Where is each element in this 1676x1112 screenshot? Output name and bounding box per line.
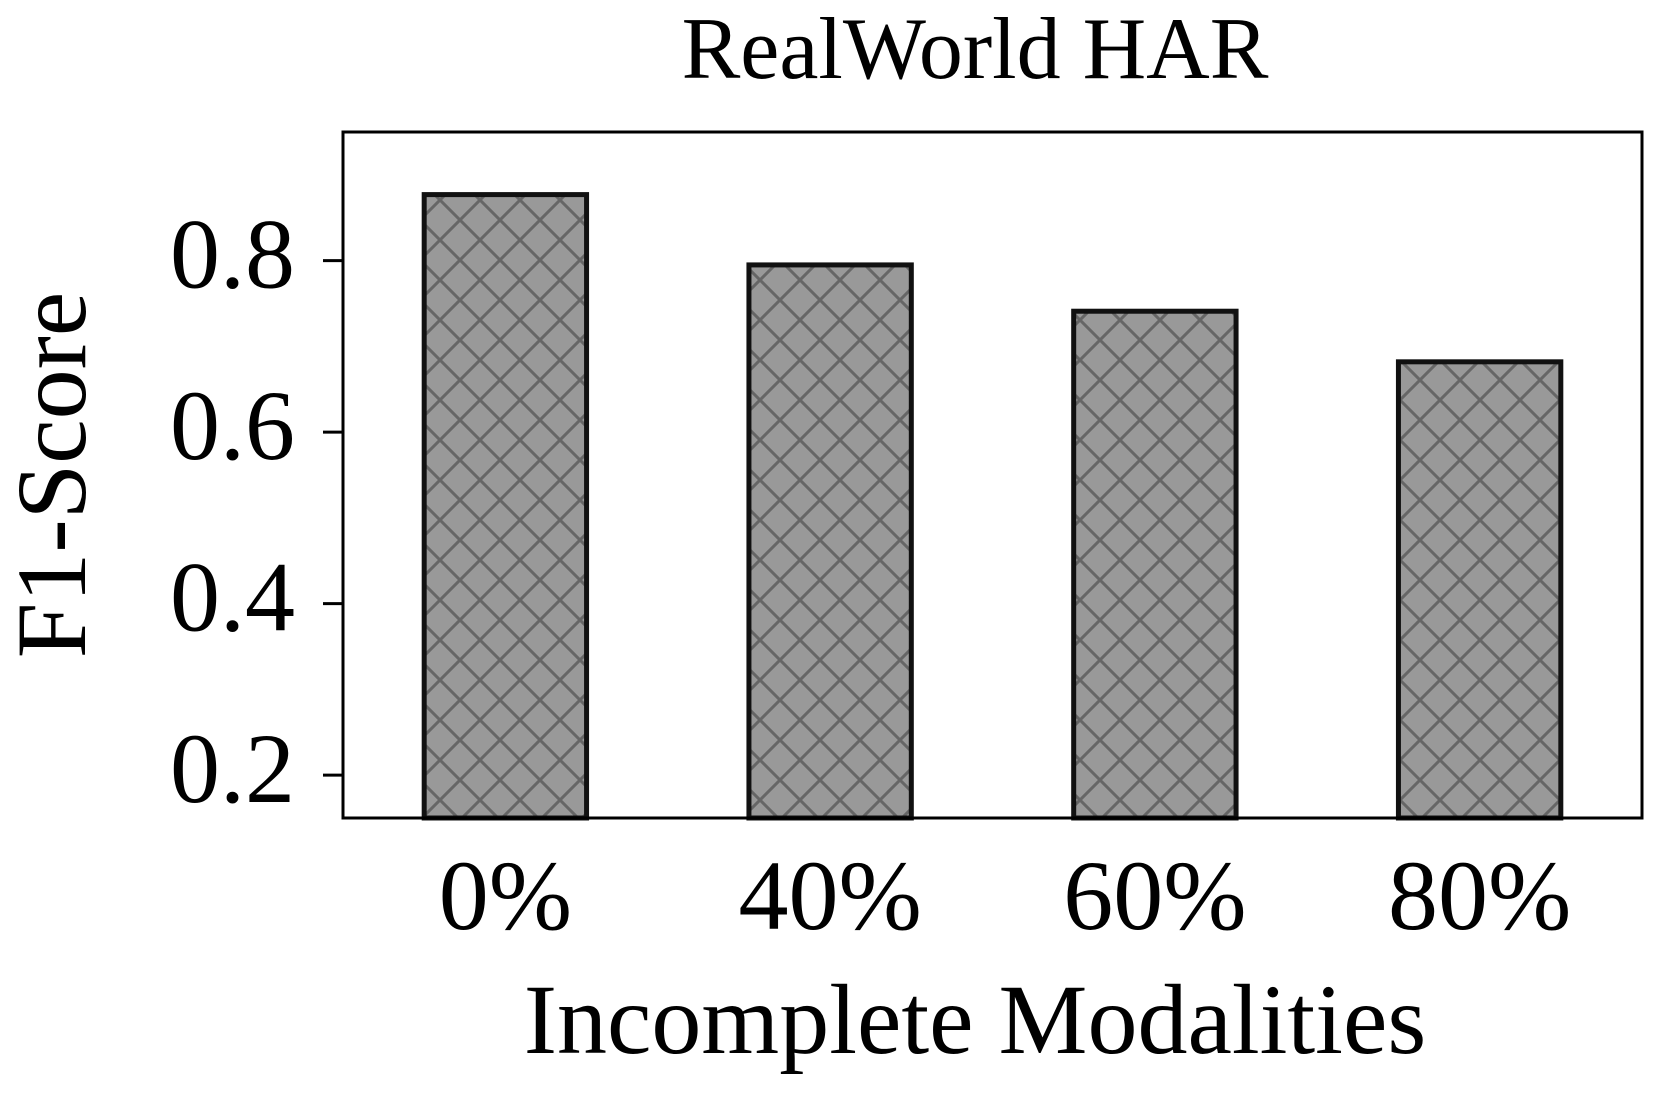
chart-title: RealWorld HAR [682, 1, 1269, 98]
y-tick-label: 0.2 [170, 713, 295, 824]
bar-hatch [1071, 308, 1239, 821]
x-tick-label: 0% [439, 840, 572, 951]
y-axis-label: F1-Score [0, 292, 107, 659]
y-tick-label: 0.6 [170, 370, 295, 481]
bar-hatch [746, 262, 914, 821]
y-tick-label: 0.8 [170, 199, 295, 310]
bar-hatch [1395, 359, 1564, 821]
plot-frame [341, 130, 1644, 820]
x-axis-label: Incomplete Modalities [524, 964, 1427, 1075]
bar-hatch [421, 192, 590, 821]
y-tick-label: 0.4 [170, 542, 295, 653]
x-tick-label: 60% [1063, 840, 1246, 951]
x-tick-label: 40% [738, 840, 921, 951]
x-tick-label: 80% [1388, 840, 1571, 951]
